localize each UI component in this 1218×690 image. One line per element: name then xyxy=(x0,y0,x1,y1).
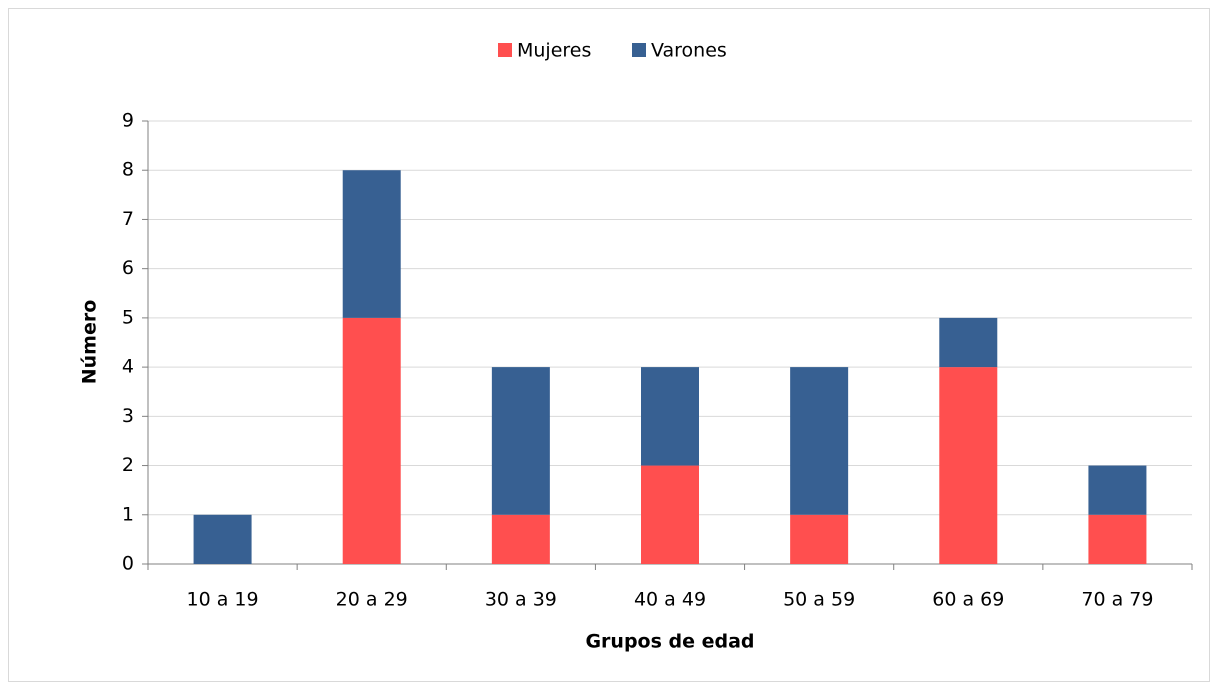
y-tick-label: 9 xyxy=(122,110,134,132)
bar-segment xyxy=(491,514,550,564)
legend-swatch xyxy=(632,43,646,57)
y-tick-label: 2 xyxy=(122,454,134,476)
y-axis-label: Número xyxy=(79,300,101,385)
bar-segment xyxy=(1088,465,1147,515)
bar-segment xyxy=(491,367,550,515)
x-tick-label: 50 a 59 xyxy=(783,589,855,611)
x-tick-label: 60 a 69 xyxy=(932,589,1004,611)
bar-segment xyxy=(641,367,699,466)
y-tick-label: 4 xyxy=(122,356,134,378)
bar-segment xyxy=(641,465,699,564)
y-tick-label: 5 xyxy=(122,306,134,328)
x-axis-label: Grupos de edad xyxy=(585,631,754,653)
bar-segment xyxy=(1088,514,1147,564)
chart-border xyxy=(8,8,1210,682)
bar-segment xyxy=(342,317,401,564)
y-tick-label: 6 xyxy=(122,257,134,279)
y-tick-label: 8 xyxy=(122,159,134,181)
y-tick-label: 1 xyxy=(122,503,134,525)
x-tick-label: 10 a 19 xyxy=(187,589,259,611)
bar-segment xyxy=(939,367,998,564)
bar-segment xyxy=(790,367,849,515)
legend-label: Mujeres xyxy=(517,40,591,62)
x-tick-label: 40 a 49 xyxy=(634,589,706,611)
bar-segment xyxy=(939,317,998,368)
y-tick-label: 3 xyxy=(122,405,134,427)
legend-swatch xyxy=(498,43,512,57)
x-tick-label: 20 a 29 xyxy=(336,589,408,611)
x-tick-label: 30 a 39 xyxy=(485,589,557,611)
legend-label: Varones xyxy=(651,40,727,62)
bar-segment xyxy=(193,514,252,564)
bar-segment xyxy=(342,170,401,318)
x-tick-label: 70 a 79 xyxy=(1081,589,1153,611)
bar-segment xyxy=(790,514,849,564)
y-tick-label: 7 xyxy=(122,208,134,230)
y-tick-label: 0 xyxy=(122,553,134,575)
